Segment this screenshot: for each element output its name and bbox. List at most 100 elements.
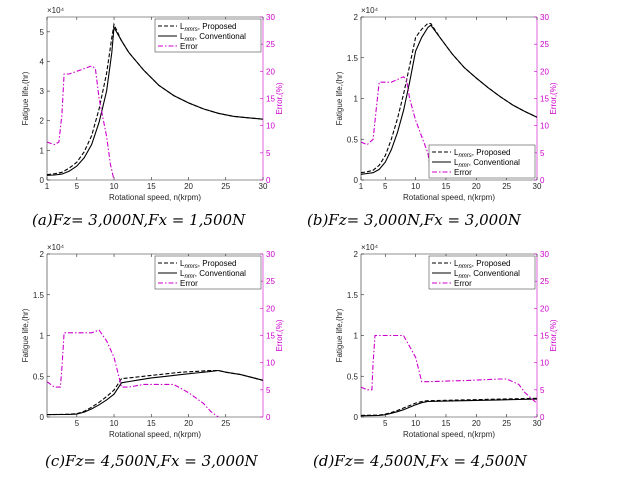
y-tick-label: 1 (40, 146, 45, 155)
y2-tick-label: 25 (540, 40, 549, 49)
x-tick-label: 1 (359, 182, 364, 191)
y-tick-label: 0.5 (33, 372, 45, 381)
y-axis-label: Fatigue life,(hr) (21, 71, 30, 125)
chart-panel-1: 1 5 10 15 20 25 30012345051015202530×10⁴Rotati… (21, 6, 284, 229)
legend-entry-label: Error (180, 279, 198, 288)
x-tick-label: 20 (184, 419, 193, 428)
y2-tick-label: 5 (540, 149, 545, 158)
x-tick-label: 5 (383, 419, 388, 428)
y2-axis-label: Error,(%) (275, 82, 284, 114)
y2-tick-label: 10 (266, 359, 275, 368)
legend-entry-label: Error (454, 279, 472, 288)
x-axis-label: Rotational speed, n(krpm) (403, 430, 495, 439)
y2-axis-label: Error,(%) (549, 82, 558, 114)
y2-tick-label: 15 (266, 332, 275, 341)
x-tick-label: 25 (502, 182, 511, 191)
series-line-error (361, 76, 432, 170)
y2-axis-label: Error,(%) (275, 319, 284, 351)
legend-entry-label: Lnmr, Conventional (180, 269, 246, 280)
y2-tick-label: 0 (540, 176, 545, 185)
x-tick-label: 25 (221, 419, 230, 428)
y-tick-label: 1 (354, 332, 359, 341)
y-tick-label: 1.5 (347, 291, 359, 300)
series-line-conventional (361, 24, 537, 175)
y2-tick-label: 15 (540, 95, 549, 104)
panel-caption: (a)Fz= 3,000N,Fx = 1,500N (32, 211, 246, 229)
legend-entry-label: Lnmr, Conventional (454, 269, 520, 280)
y-tick-label: 2 (40, 117, 45, 126)
x-tick-label: 10 (411, 419, 420, 428)
y2-tick-label: 15 (266, 95, 275, 104)
y-tick-label: 0 (354, 413, 359, 422)
y-tick-label: 2 (354, 13, 359, 22)
y2-tick-label: 30 (266, 250, 275, 259)
panel-caption: (b)Fz= 3,000N,Fx = 3,000N (307, 211, 522, 229)
x-axis-label: Rotational speed, n(krpm) (109, 430, 201, 439)
x-tick-label: 30 (533, 419, 542, 428)
y2-tick-label: 30 (540, 13, 549, 22)
y-tick-label: 4 (40, 57, 45, 66)
y2-tick-label: 25 (540, 277, 549, 286)
y-tick-label: 1 (354, 95, 359, 104)
legend-entry-label: Lnmrs, Proposed (180, 259, 237, 270)
y-axis-label: Fatigue life,(hr) (335, 308, 344, 362)
y2-tick-label: 10 (540, 359, 549, 368)
y-axis-label: Fatigue life,(hr) (21, 308, 30, 362)
x-tick-label: 15 (147, 182, 156, 191)
legend-entry-label: Lnmrs, Proposed (454, 259, 511, 270)
series-line-proposed (361, 397, 537, 416)
y-exponent-label: ×10⁴ (47, 243, 65, 252)
legend-entry-label: Lnmr, Conventional (180, 32, 246, 43)
y2-tick-label: 5 (266, 386, 271, 395)
y2-tick-label: 5 (266, 149, 271, 158)
y2-tick-label: 20 (540, 67, 549, 76)
x-tick-label: 30 (533, 182, 542, 191)
x-tick-label: 20 (184, 182, 193, 191)
series-line-error (361, 334, 537, 404)
y-tick-label: 1 (40, 332, 45, 341)
y2-tick-label: 10 (540, 122, 549, 131)
x-tick-label: 10 (110, 419, 119, 428)
legend-entry-label: Error (180, 42, 198, 51)
y-tick-label: 1.5 (347, 54, 359, 63)
series-line-error (47, 65, 115, 180)
y2-tick-label: 25 (266, 277, 275, 286)
y-tick-label: 3 (40, 87, 45, 96)
x-tick-label: 1 (45, 182, 50, 191)
x-tick-label: 30 (259, 182, 268, 191)
y2-tick-label: 5 (540, 386, 545, 395)
series-line-error (47, 329, 219, 417)
x-tick-label: 25 (502, 419, 511, 428)
legend-entry-label: Lnmrs, Proposed (180, 22, 237, 33)
y-tick-label: 0.5 (347, 372, 359, 381)
x-tick-label: 10 (110, 182, 119, 191)
x-tick-label: 15 (442, 182, 451, 191)
y-tick-label: 2 (40, 250, 45, 259)
y2-tick-label: 20 (266, 304, 275, 313)
y2-tick-label: 15 (540, 332, 549, 341)
y-tick-label: 0 (40, 176, 45, 185)
y-tick-label: 1.5 (33, 291, 45, 300)
legend-entry-label: Lnmr, Conventional (454, 158, 520, 169)
series-line-proposed (361, 22, 537, 174)
y-tick-label: 2 (354, 250, 359, 259)
y-tick-label: 0.5 (347, 135, 359, 144)
x-axis-label: Rotational speed, n(krpm) (403, 193, 495, 202)
chart-panel-4: 5 10 15 20 25 3000.511.52051015202530×10⁴Rota… (313, 243, 558, 470)
y-tick-label: 5 (40, 28, 45, 37)
y2-tick-label: 0 (540, 413, 545, 422)
y2-tick-label: 20 (540, 304, 549, 313)
y-axis-label: Fatigue life,(hr) (335, 71, 344, 125)
y2-tick-label: 0 (266, 176, 271, 185)
y-tick-label: 0 (354, 176, 359, 185)
x-tick-label: 15 (147, 419, 156, 428)
y2-tick-label: 0 (266, 413, 271, 422)
y2-tick-label: 10 (266, 122, 275, 131)
x-tick-label: 20 (472, 419, 481, 428)
y2-tick-label: 20 (266, 67, 275, 76)
chart-panel-2: 1 5 10 15 20 25 3000.511.52051015202530×10⁴Rot… (307, 6, 558, 229)
x-tick-label: 5 (75, 182, 80, 191)
